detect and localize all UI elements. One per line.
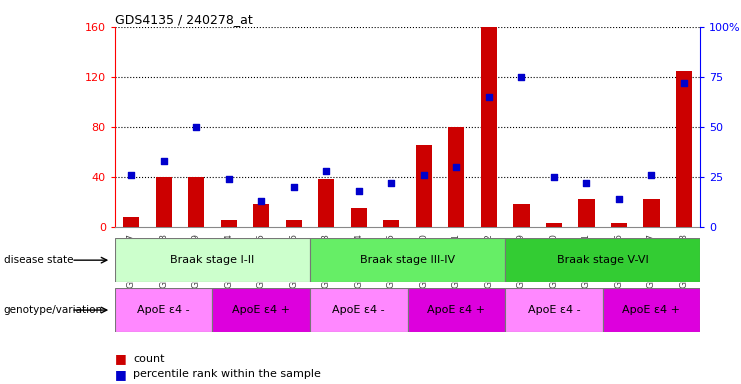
Point (158, 157, 170, 164)
Point (451, 164, 462, 170)
Bar (602, 288, 700, 332)
Bar (578, 199, 594, 227)
Point (516, 74, 528, 80)
Bar (350, 208, 367, 227)
Bar (213, 288, 310, 332)
Bar (505, 238, 700, 282)
Text: Braak stage I-II: Braak stage I-II (170, 255, 255, 265)
Text: ApoE ε4 -: ApoE ε4 - (528, 305, 580, 315)
Text: Braak stage V-VI: Braak stage V-VI (556, 255, 648, 265)
Bar (611, 223, 627, 227)
Point (580, 180, 592, 186)
Point (125, 172, 137, 178)
Text: genotype/variation: genotype/variation (4, 305, 103, 315)
Point (353, 187, 365, 194)
Bar (514, 204, 530, 227)
Text: Braak stage III-IV: Braak stage III-IV (360, 255, 455, 265)
Point (645, 172, 657, 178)
Bar (310, 238, 505, 282)
Bar (310, 288, 408, 332)
Bar (115, 288, 213, 332)
Point (190, 124, 202, 130)
Text: count: count (133, 354, 165, 364)
Bar (676, 71, 692, 227)
Bar (643, 199, 659, 227)
Bar (253, 204, 269, 227)
Point (678, 80, 690, 86)
Text: ■: ■ (115, 368, 127, 381)
Text: ApoE ε4 +: ApoE ε4 + (428, 305, 485, 315)
Text: percentile rank within the sample: percentile rank within the sample (133, 369, 322, 379)
Text: ApoE ε4 -: ApoE ε4 - (137, 305, 190, 315)
Point (223, 175, 235, 182)
Text: ApoE ε4 -: ApoE ε4 - (333, 305, 385, 315)
Text: disease state: disease state (4, 255, 73, 265)
Point (418, 172, 430, 178)
Bar (318, 179, 334, 227)
Bar (408, 288, 505, 332)
Bar (505, 288, 602, 332)
Bar (416, 146, 432, 227)
Text: GDS4135 / 240278_at: GDS4135 / 240278_at (115, 13, 253, 26)
Bar (383, 220, 399, 227)
Bar (448, 127, 465, 227)
Bar (546, 223, 562, 227)
Point (483, 94, 495, 100)
Point (613, 195, 625, 202)
Text: ■: ■ (115, 353, 127, 366)
Bar (188, 177, 205, 227)
Bar (221, 220, 237, 227)
Bar (115, 238, 310, 282)
Text: ApoE ε4 +: ApoE ε4 + (622, 305, 680, 315)
Point (255, 197, 267, 204)
Point (548, 174, 559, 180)
Point (385, 180, 397, 186)
Point (320, 167, 332, 174)
Bar (156, 177, 172, 227)
Bar (481, 27, 497, 227)
Text: ApoE ε4 +: ApoE ε4 + (232, 305, 290, 315)
Point (288, 184, 299, 190)
Bar (123, 217, 139, 227)
Bar (285, 220, 302, 227)
